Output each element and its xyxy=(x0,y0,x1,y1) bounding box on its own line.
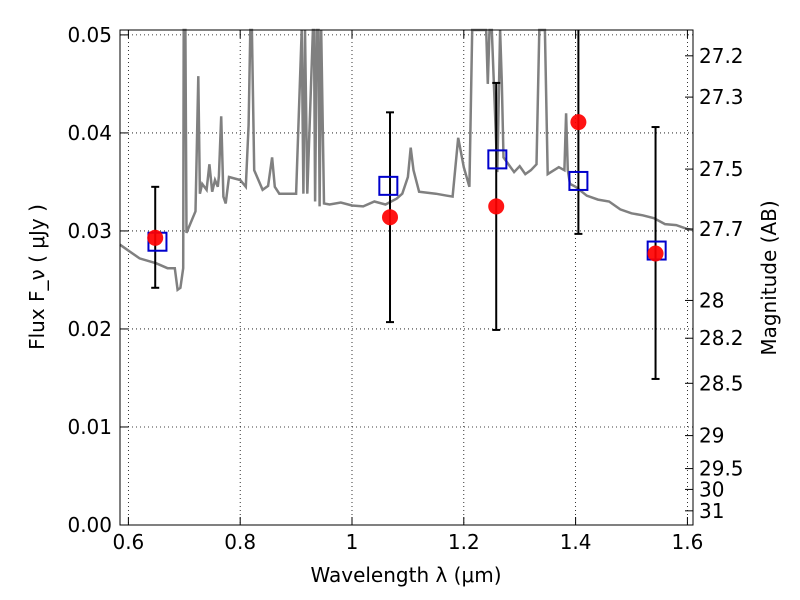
observed-point xyxy=(570,114,587,131)
x-tick-label: 1 xyxy=(346,530,359,554)
y-tick-label: 0.00 xyxy=(67,513,112,537)
right-tick-label: 31 xyxy=(699,499,724,523)
x-tick-label: 0.8 xyxy=(224,530,256,554)
right-tick-label: 29 xyxy=(699,424,724,448)
right-tick-label: 30 xyxy=(699,477,724,501)
gridlines xyxy=(120,30,693,526)
y-tick-label: 0.04 xyxy=(67,121,112,145)
right-tick-label: 28.2 xyxy=(699,326,744,350)
model-photometry-points xyxy=(147,149,667,261)
right-tick-label: 28 xyxy=(699,288,724,312)
x-tick-label: 1.4 xyxy=(560,530,592,554)
right-tick-label: 27.2 xyxy=(699,44,744,68)
plot-frame xyxy=(119,29,694,526)
model-spectrum xyxy=(119,28,694,293)
right-tick-label: 28.5 xyxy=(699,371,744,395)
x-tick-label: 1.6 xyxy=(672,530,704,554)
y-axis-title: Flux F_ν ( μJy ) xyxy=(25,204,49,350)
y-tick-label: 0.02 xyxy=(67,317,112,341)
observed-point xyxy=(647,245,664,262)
x-axis-ticks: 0.6 0.8 1 1.2 1.4 1.6 xyxy=(112,30,703,554)
right-tick-label: 29.5 xyxy=(699,457,744,481)
right-tick-label: 27.5 xyxy=(699,157,744,181)
observed-point xyxy=(382,209,399,226)
y-axis-ticks: 0.00 0.01 0.02 0.03 0.04 0.05 xyxy=(67,23,128,537)
observed-point xyxy=(488,198,505,215)
model-spectrum-line xyxy=(119,28,694,293)
observed-photometry-points xyxy=(147,114,664,262)
x-axis-title: Wavelength λ (μm) xyxy=(310,563,501,587)
right-tick-label: 27.3 xyxy=(699,85,744,109)
error-bars xyxy=(151,30,660,380)
y-tick-label: 0.01 xyxy=(67,415,112,439)
observed-point xyxy=(147,229,164,246)
model-point xyxy=(568,170,589,191)
y-tick-label: 0.05 xyxy=(67,23,112,47)
right-tick-label: 27.7 xyxy=(699,217,744,241)
y-tick-label: 0.03 xyxy=(67,219,112,243)
x-tick-label: 1.2 xyxy=(448,530,480,554)
model-point xyxy=(487,149,508,170)
x-tick-label: 0.6 xyxy=(112,530,144,554)
model-point xyxy=(378,175,399,196)
right-axis-title: Magnitude (AB) xyxy=(757,200,781,355)
